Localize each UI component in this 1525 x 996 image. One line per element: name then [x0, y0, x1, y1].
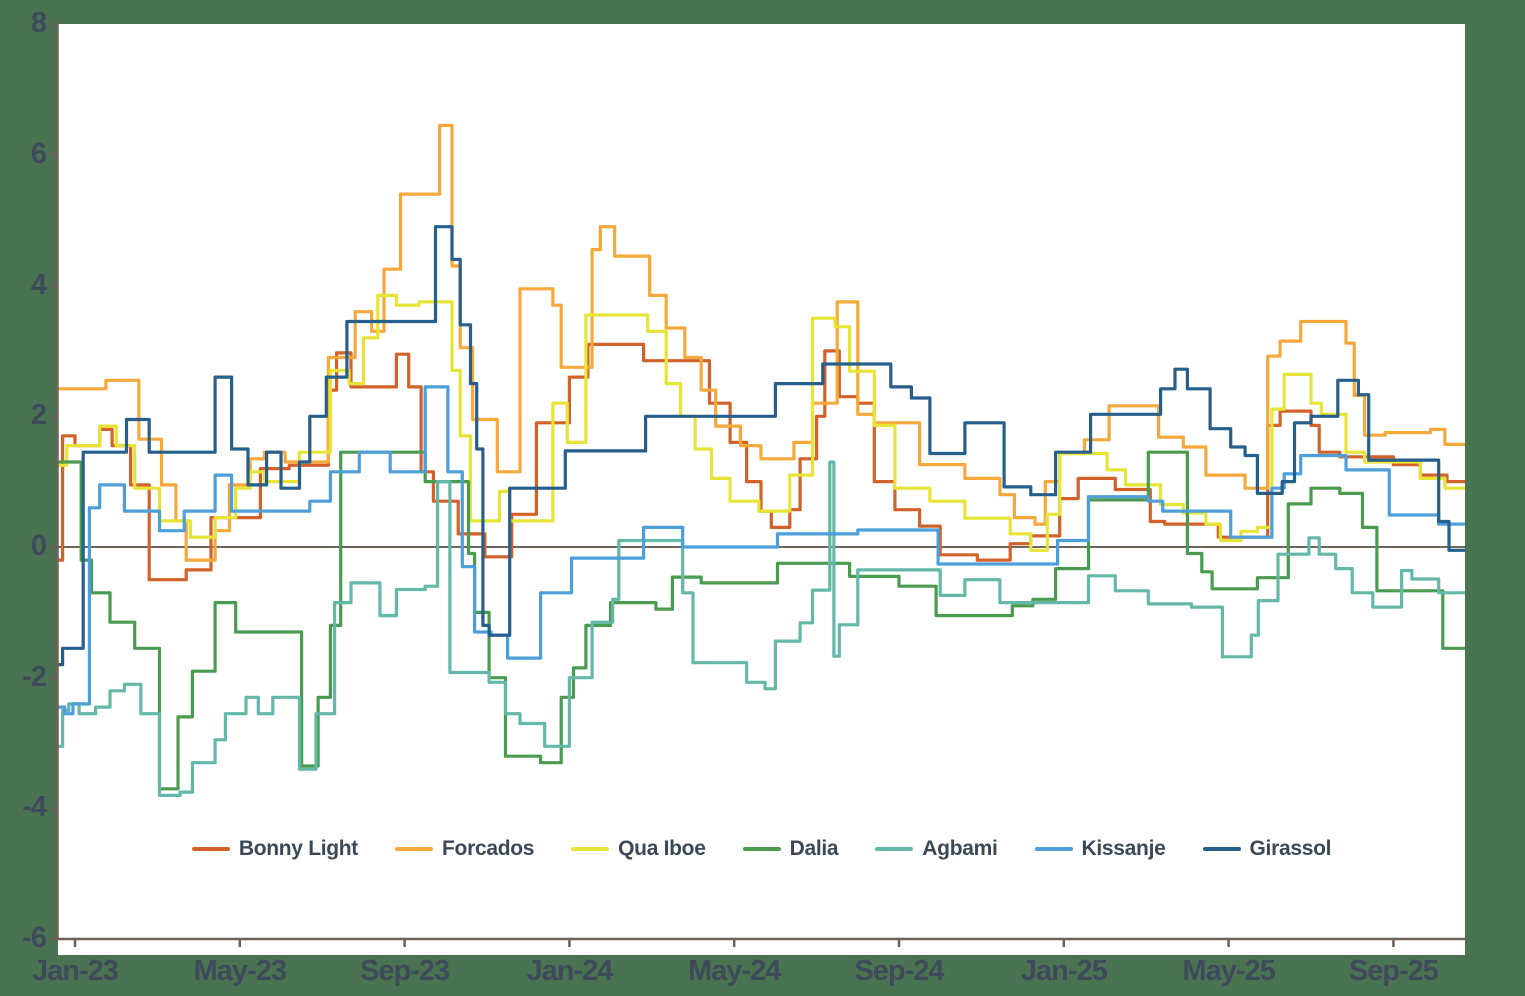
x-axis-tick-label: Sep-25 — [1348, 955, 1439, 987]
x-axis-tick-label: Sep-23 — [360, 955, 450, 987]
series-line-qua-iboe — [58, 293, 1465, 552]
series-line-girassol — [58, 225, 1465, 667]
series-line-forcados — [58, 123, 1465, 562]
series-line-agbami — [58, 460, 1465, 797]
y-axis-tick-label: 2 — [30, 399, 47, 432]
x-axis-tick-label: Jan-24 — [526, 955, 613, 987]
series-line-kissanje — [58, 385, 1465, 716]
x-axis-tick-label: Jan-23 — [32, 955, 119, 987]
x-axis-tick-label: May-25 — [1182, 955, 1275, 987]
y-axis-tick-label: -2 — [22, 660, 47, 693]
series-lines — [58, 123, 1465, 797]
x-axis-tick-label: May-24 — [688, 955, 781, 987]
y-axis-tick-label: 8 — [30, 7, 47, 40]
y-axis-tick-label: 4 — [30, 268, 47, 301]
x-axis-tick-label: Jan-25 — [1020, 955, 1108, 987]
series-line-dalia — [58, 450, 1465, 791]
y-axis-tick-label: 6 — [30, 137, 47, 170]
x-axis-tick-label: Sep-24 — [854, 955, 944, 987]
x-axis-tick-label: May-23 — [193, 955, 287, 987]
y-axis-tick-label: -4 — [22, 791, 47, 824]
y-axis-tick-label: 0 — [30, 530, 47, 562]
y-axis-tick-label: -6 — [22, 922, 47, 955]
